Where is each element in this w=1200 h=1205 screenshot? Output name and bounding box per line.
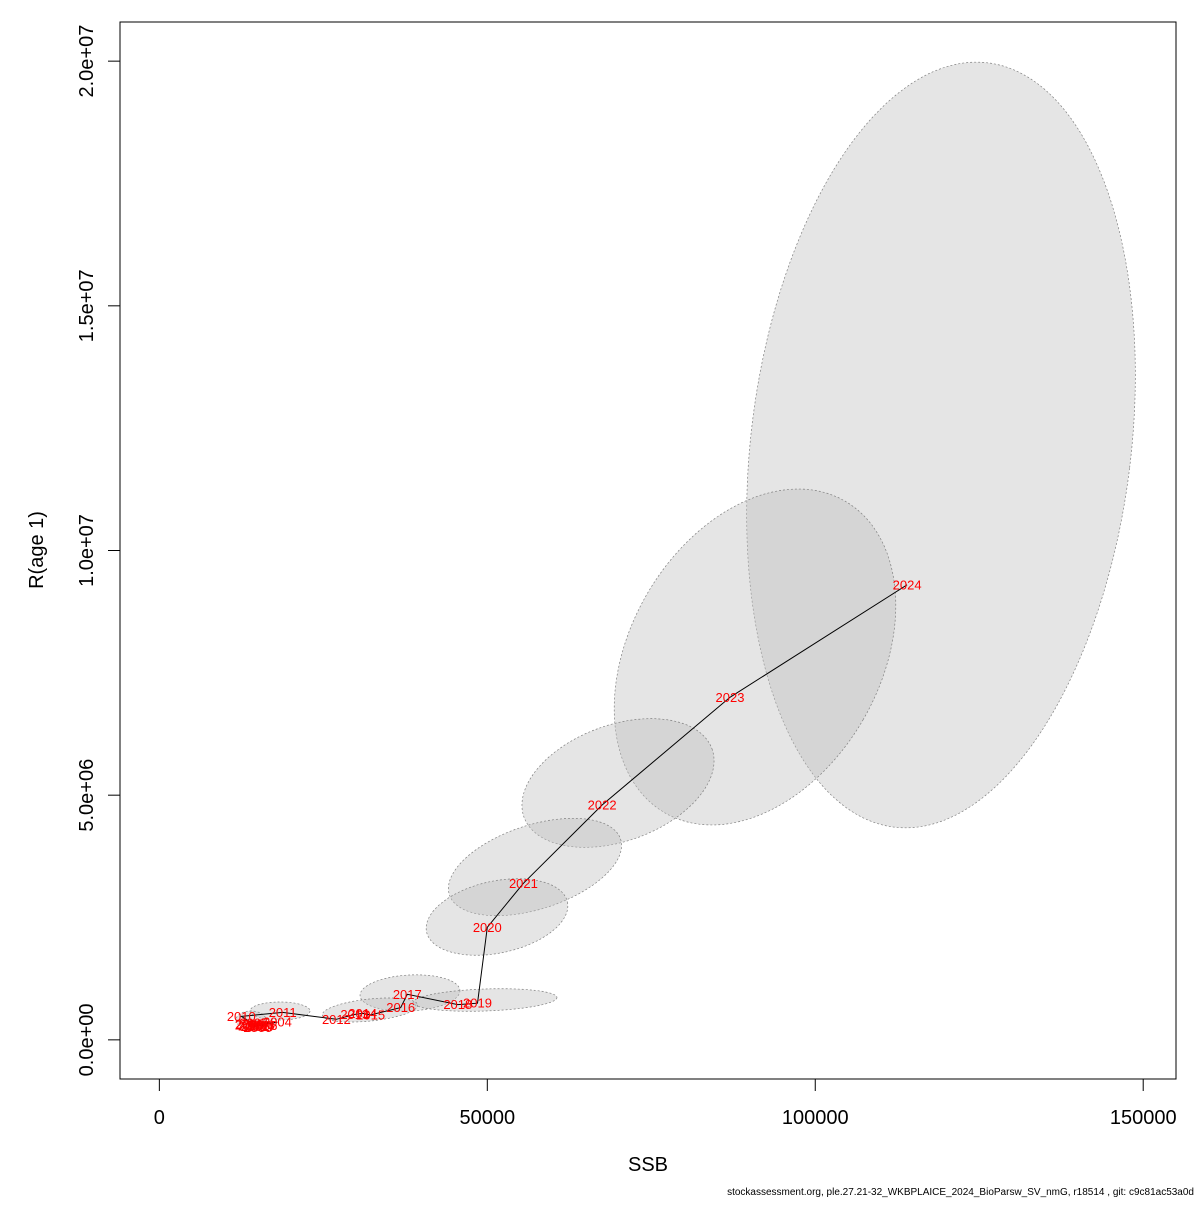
year-label-2007: 2007 — [239, 1016, 268, 1031]
year-label-2003: 2003 — [246, 1018, 275, 1033]
trajectory-line — [239, 584, 908, 1029]
y-tick-label: 1.0e+07 — [76, 514, 98, 587]
x-tick-label: 100000 — [782, 1107, 849, 1129]
year-label-2014: 2014 — [348, 1006, 377, 1021]
trajectory-layer — [239, 584, 908, 1029]
year-label-2015: 2015 — [356, 1007, 385, 1022]
x-axis: 0 50000 100000 150000 — [154, 1078, 1177, 1129]
confidence-ellipses — [235, 61, 1136, 1030]
year-label-2022: 2022 — [588, 798, 617, 813]
year-label-2002: 2002 — [238, 1019, 267, 1034]
footer-credit: stockassessment.org, ple.27.21-32_WKBPLA… — [727, 1187, 1194, 1198]
x-axis-title: SSB — [628, 1154, 668, 1176]
y-axis: 0.0e+00 5.0e+06 1.0e+07 1.5e+07 2.0e+07 — [76, 25, 121, 1076]
year-label-2013: 2013 — [340, 1007, 369, 1022]
x-tick-label: 150000 — [1110, 1107, 1177, 1129]
year-label-2008: 2008 — [235, 1018, 264, 1033]
year-label-2005: 2005 — [235, 1017, 264, 1032]
year-label-2010: 2010 — [227, 1009, 256, 1024]
year-label-2021: 2021 — [509, 876, 538, 891]
year-labels: 2000200120022003200420052006200720082009… — [227, 577, 922, 1035]
year-label-2016: 2016 — [386, 1000, 415, 1015]
year-label-2020: 2020 — [473, 920, 502, 935]
year-label-2019: 2019 — [463, 996, 492, 1011]
year-label-2009: 2009 — [245, 1020, 274, 1035]
confidence-ellipse — [746, 61, 1136, 829]
year-label-2024: 2024 — [893, 577, 922, 592]
confidence-ellipse — [613, 488, 897, 826]
confidence-ellipse — [412, 988, 558, 1012]
year-label-2006: 2006 — [249, 1018, 278, 1033]
y-tick-label: 2.0e+07 — [76, 25, 98, 98]
year-label-2012: 2012 — [322, 1012, 351, 1027]
year-label-2011: 2011 — [269, 1005, 297, 1020]
x-tick-label: 0 — [154, 1107, 165, 1129]
year-label-2001: 2001 — [241, 1019, 270, 1034]
y-axis-title: R(age 1) — [26, 511, 48, 589]
y-tick-label: 5.0e+06 — [76, 759, 98, 832]
y-tick-label: 0.0e+00 — [76, 1003, 98, 1076]
confidence-ellipse — [425, 878, 569, 956]
year-label-2018: 2018 — [443, 997, 472, 1012]
year-label-2004: 2004 — [263, 1015, 292, 1030]
confidence-ellipse — [321, 997, 419, 1023]
year-label-2023: 2023 — [716, 690, 745, 705]
y-tick-label: 1.5e+07 — [76, 269, 98, 342]
confidence-ellipse — [448, 817, 622, 917]
year-label-2000: 2000 — [243, 1020, 272, 1035]
year-label-2017: 2017 — [393, 987, 422, 1002]
x-tick-label: 50000 — [459, 1107, 515, 1129]
